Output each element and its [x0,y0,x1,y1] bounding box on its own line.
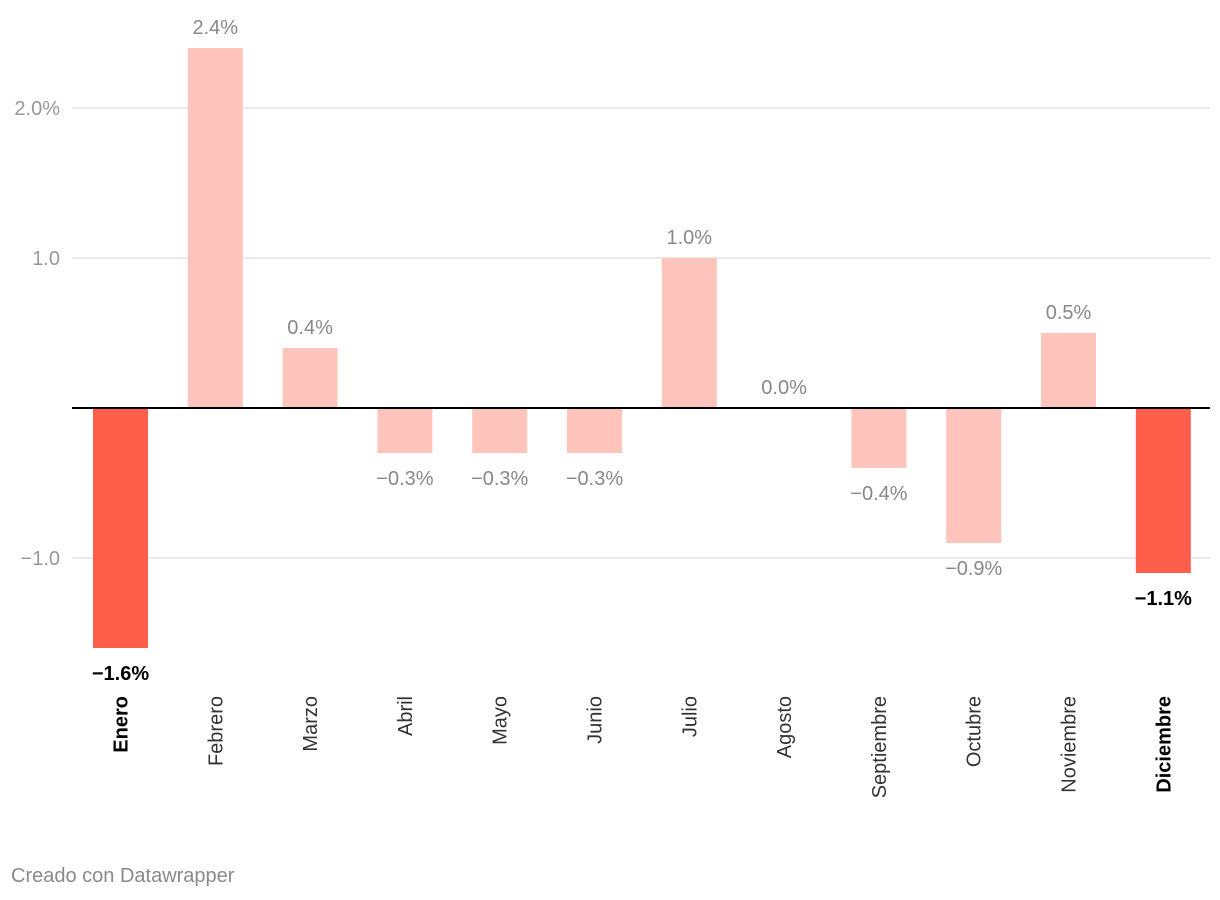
category-label: Mayo [490,696,512,745]
bar-octubre [946,408,1002,543]
category-label: Marzo [300,696,322,752]
category-label: Febrero [205,696,227,766]
credit-text: Creado con Datawrapper [11,865,235,887]
bar-junio [567,408,622,453]
data-label: 0.4% [287,317,333,339]
bar-septiembre [851,408,907,468]
category-label: Noviembre [1059,696,1081,793]
category-label: Octubre [964,696,986,767]
data-label: −0.3% [566,468,623,490]
data-label: 0.5% [1046,302,1092,324]
category-label: Diciembre [1153,696,1175,793]
data-label: 2.4% [193,17,239,39]
data-label: −0.3% [471,468,528,490]
data-label: −0.3% [376,468,433,490]
category-label: Junio [585,696,607,744]
data-label: −0.4% [850,483,907,505]
bar-enero [93,408,148,648]
y-tick-label: 2.0% [14,98,60,120]
y-tick-label: 1.0 [32,248,60,270]
category-label: Septiembre [869,696,891,798]
data-label: −1.6% [92,663,149,685]
value-labels: −1.6% 2.4% 0.4% −0.3% −0.3% −0.3% 1.0% 0.0% −0.4… [92,17,1192,685]
bar-diciembre [1135,408,1191,573]
data-label: 1.0% [667,227,713,249]
data-label: −1.1% [1135,588,1192,610]
bar-noviembre [1041,333,1096,408]
bar-abril [377,408,433,453]
y-axis-ticks: 2.0% 1.0 −1.0 [14,98,60,570]
bar-marzo [282,348,338,408]
category-labels: Enero Febrero Marzo Abril Mayo Junio Julio Agos… [111,696,1176,798]
y-tick-label: −1.0 [21,548,60,570]
gridlines [72,107,1210,559]
category-label: Enero [111,696,133,753]
bar-febrero [187,48,243,408]
bars [93,48,1191,648]
bar-julio [661,258,717,408]
category-label: Julio [679,696,701,737]
data-label: −0.9% [945,558,1002,580]
data-label: 0.0% [761,377,807,399]
category-label: Abril [395,696,417,736]
category-label: Agosto [774,696,796,758]
bar-mayo [472,408,528,453]
